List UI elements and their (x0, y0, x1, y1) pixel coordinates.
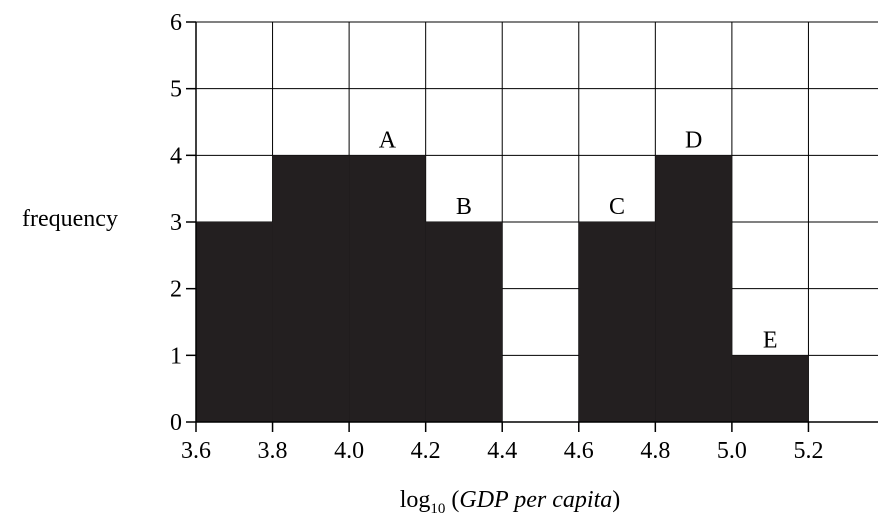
histogram-bar (655, 155, 732, 423)
bar-label: C (609, 194, 625, 220)
x-axis-label: log10 (GDP per capita) (400, 487, 621, 517)
histogram-bar (731, 355, 809, 422)
histogram-bar (196, 222, 273, 422)
histogram-bar (272, 155, 350, 423)
x-axis-label-italic: GDP per capita (459, 487, 612, 513)
bar-label: E (763, 327, 778, 353)
y-tick-label: 6 (170, 10, 182, 36)
histogram-bar (425, 222, 503, 422)
y-tick-label: 0 (170, 410, 182, 436)
y-tick-label: 5 (170, 77, 182, 103)
y-tick-label: 3 (170, 210, 182, 236)
x-tick-label: 4.6 (564, 438, 594, 464)
x-tick-label: 4.0 (334, 438, 364, 464)
x-tick-label: 4.4 (487, 438, 517, 464)
x-tick-label: 3.6 (181, 438, 211, 464)
bar-label: D (685, 127, 702, 153)
x-tick-label: 5.0 (717, 438, 747, 464)
x-axis-label-open: ( (445, 487, 459, 513)
x-axis-label-close: ) (612, 487, 620, 513)
histogram-bar (578, 222, 656, 422)
x-axis-label-subscript: 10 (430, 501, 445, 517)
x-axis-label-prefix: log (400, 487, 431, 513)
y-axis-label: frequency (22, 206, 118, 232)
x-tick-label: 5.2 (793, 438, 823, 464)
labels-layer: A B C D E (379, 127, 778, 353)
x-tick-label: 4.8 (640, 438, 670, 464)
y-tick-label: 4 (170, 143, 182, 169)
x-tick-label: 3.8 (258, 438, 288, 464)
x-tick-label: 4.2 (411, 438, 441, 464)
bar-label: B (456, 194, 472, 220)
y-tick-label: 1 (170, 343, 182, 369)
bars-layer (196, 155, 809, 423)
axes-layer: 0 1 2 3 4 5 6 3.6 3.8 4.0 4.2 4.4 4.6 4.8 5.0 5.2 (170, 10, 878, 464)
y-tick-label: 2 (170, 277, 182, 303)
histogram-bar (349, 155, 426, 423)
bar-label: A (379, 127, 397, 153)
